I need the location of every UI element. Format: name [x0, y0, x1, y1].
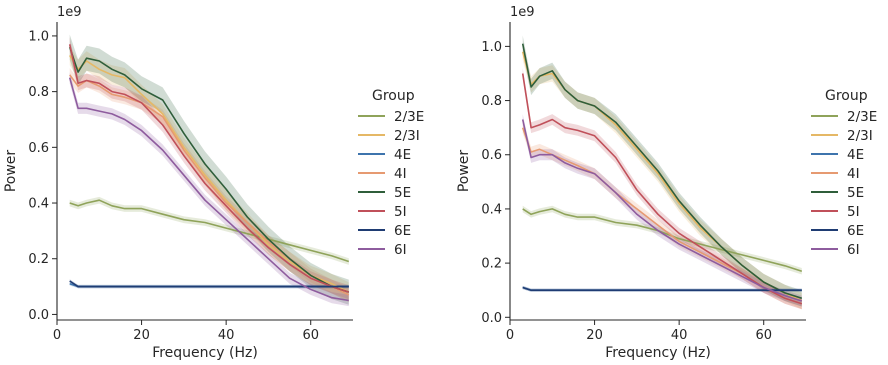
y-tick-label: 0.6: [481, 148, 502, 163]
band-2-3e: [69, 196, 349, 265]
x-tick-label: 20: [133, 328, 150, 343]
chart-panel-1: 0 20 40 60 0.0 0.2 0.4 0.6 0.8 1.0 1e9 Frequency (H…: [3, 5, 424, 361]
chart-panel-2: 0 20 40 60 0.0 0.2 0.4 0.6 0.8 1.0 1e9 Frequency (H…: [456, 5, 877, 361]
series-line-2-3i: [69, 54, 350, 293]
legend-label: 6E: [394, 223, 411, 239]
x-tick-label: 40: [671, 328, 688, 343]
legend-label: 2/3I: [394, 128, 420, 144]
series-line-2-3e: [69, 199, 350, 263]
series-line-6i: [68, 77, 349, 302]
series-line-5e: [521, 43, 803, 300]
legend-title: Group: [372, 88, 415, 104]
x-tick-label: 60: [302, 328, 319, 343]
band-4i: [522, 122, 802, 310]
x-tick-label: 20: [586, 328, 603, 343]
legend-label: 2/3E: [847, 109, 877, 125]
legend-label: 5I: [394, 204, 407, 220]
legend-label: 2/3I: [847, 128, 873, 144]
series-line-5i: [68, 44, 350, 293]
legend-label: 5E: [847, 185, 864, 201]
legend-label: 4E: [847, 147, 864, 163]
legend-label: 4E: [394, 147, 411, 163]
y-tick-label: 0.8: [481, 94, 502, 109]
y-offset-label: 1e9: [57, 5, 82, 20]
y-tick-label: 0.4: [28, 197, 49, 212]
series-line-6e: [69, 280, 349, 288]
series-lines: [68, 44, 350, 302]
x-axis-label: Frequency (Hz): [605, 345, 711, 361]
y-offset-label: 1e9: [510, 5, 535, 20]
x-tick-label: 0: [53, 328, 61, 343]
x-tick-label: 40: [218, 328, 235, 343]
series-line-6e: [522, 286, 802, 292]
y-tick-label: 0.6: [28, 141, 49, 156]
band-6i: [69, 72, 349, 307]
legend-label: 2/3E: [394, 109, 424, 125]
x-tick-label: 0: [506, 328, 514, 343]
band-2-3i: [69, 45, 349, 302]
y-axis-label: Power: [456, 150, 472, 193]
legend-title: Group: [825, 88, 868, 104]
legend-label: 5E: [394, 185, 411, 201]
series-line-6i: [521, 119, 803, 302]
x-tick-label: 60: [755, 328, 772, 343]
y-tick-label: 0.0: [28, 308, 49, 323]
legend-label: 4I: [394, 166, 407, 182]
legend-label: 5I: [847, 204, 860, 220]
legend-label: 6E: [847, 223, 864, 239]
series-lines: [521, 43, 803, 305]
series-line-5e: [68, 46, 350, 293]
y-tick-label: 0.2: [28, 252, 49, 267]
x-axis-label: Frequency (Hz): [152, 345, 258, 361]
band-4i: [69, 68, 349, 302]
y-tick-label: 0.2: [481, 257, 502, 272]
y-tick-label: 1.0: [28, 29, 49, 44]
y-axis-label: Power: [3, 150, 19, 193]
legend-label: 6I: [847, 242, 860, 258]
series-line-2-3e: [522, 208, 803, 272]
series-line-5i: [521, 73, 803, 305]
y-tick-label: 0.8: [28, 85, 49, 100]
legend-label: 4I: [847, 166, 860, 182]
y-tick-label: 0.0: [481, 311, 502, 326]
legend-label: 6I: [394, 242, 407, 258]
legend: Group 2/3E 2/3I 4E 4I 5E 5I 6E 6I: [358, 88, 424, 258]
legend: Group 2/3E 2/3I 4E 4I 5E 5I 6E 6I: [811, 88, 877, 258]
confidence-bands: [522, 35, 802, 310]
y-tick-label: 1.0: [481, 40, 502, 55]
y-tick-label: 0.4: [481, 202, 502, 217]
band-5e: [522, 35, 802, 307]
